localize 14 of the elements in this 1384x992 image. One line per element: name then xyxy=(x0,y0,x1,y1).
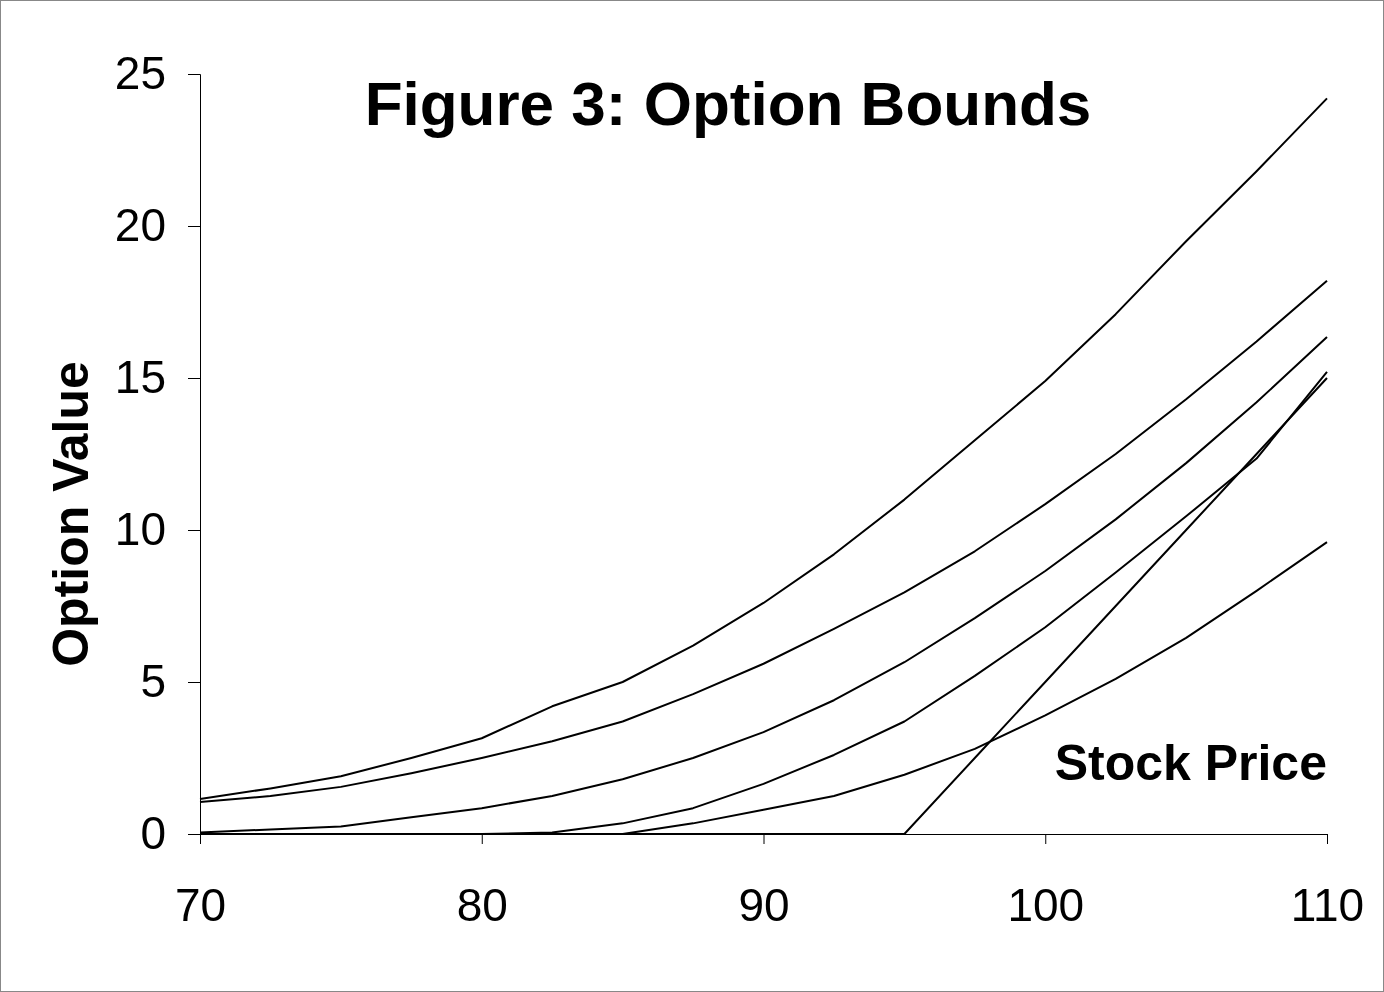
x-tick-label: 90 xyxy=(738,878,790,931)
y-tick-label: 5 xyxy=(140,655,166,708)
y-tick-label: 0 xyxy=(140,807,166,860)
x-tick-label: 100 xyxy=(1007,878,1085,931)
x-axis-title: Stock Price xyxy=(1054,735,1327,791)
y-tick-label: 10 xyxy=(114,503,166,556)
y-tick-label: 15 xyxy=(114,351,166,404)
y-axis-title: Option Value xyxy=(43,361,99,667)
chart-title: Figure 3: Option Bounds xyxy=(364,69,1092,138)
x-tick-label: 80 xyxy=(456,878,508,931)
x-tick-label: 70 xyxy=(174,878,227,931)
y-tick-label: 20 xyxy=(114,199,166,252)
y-tick-label: 25 xyxy=(114,47,166,100)
x-tick-label: 110 xyxy=(1290,878,1365,931)
